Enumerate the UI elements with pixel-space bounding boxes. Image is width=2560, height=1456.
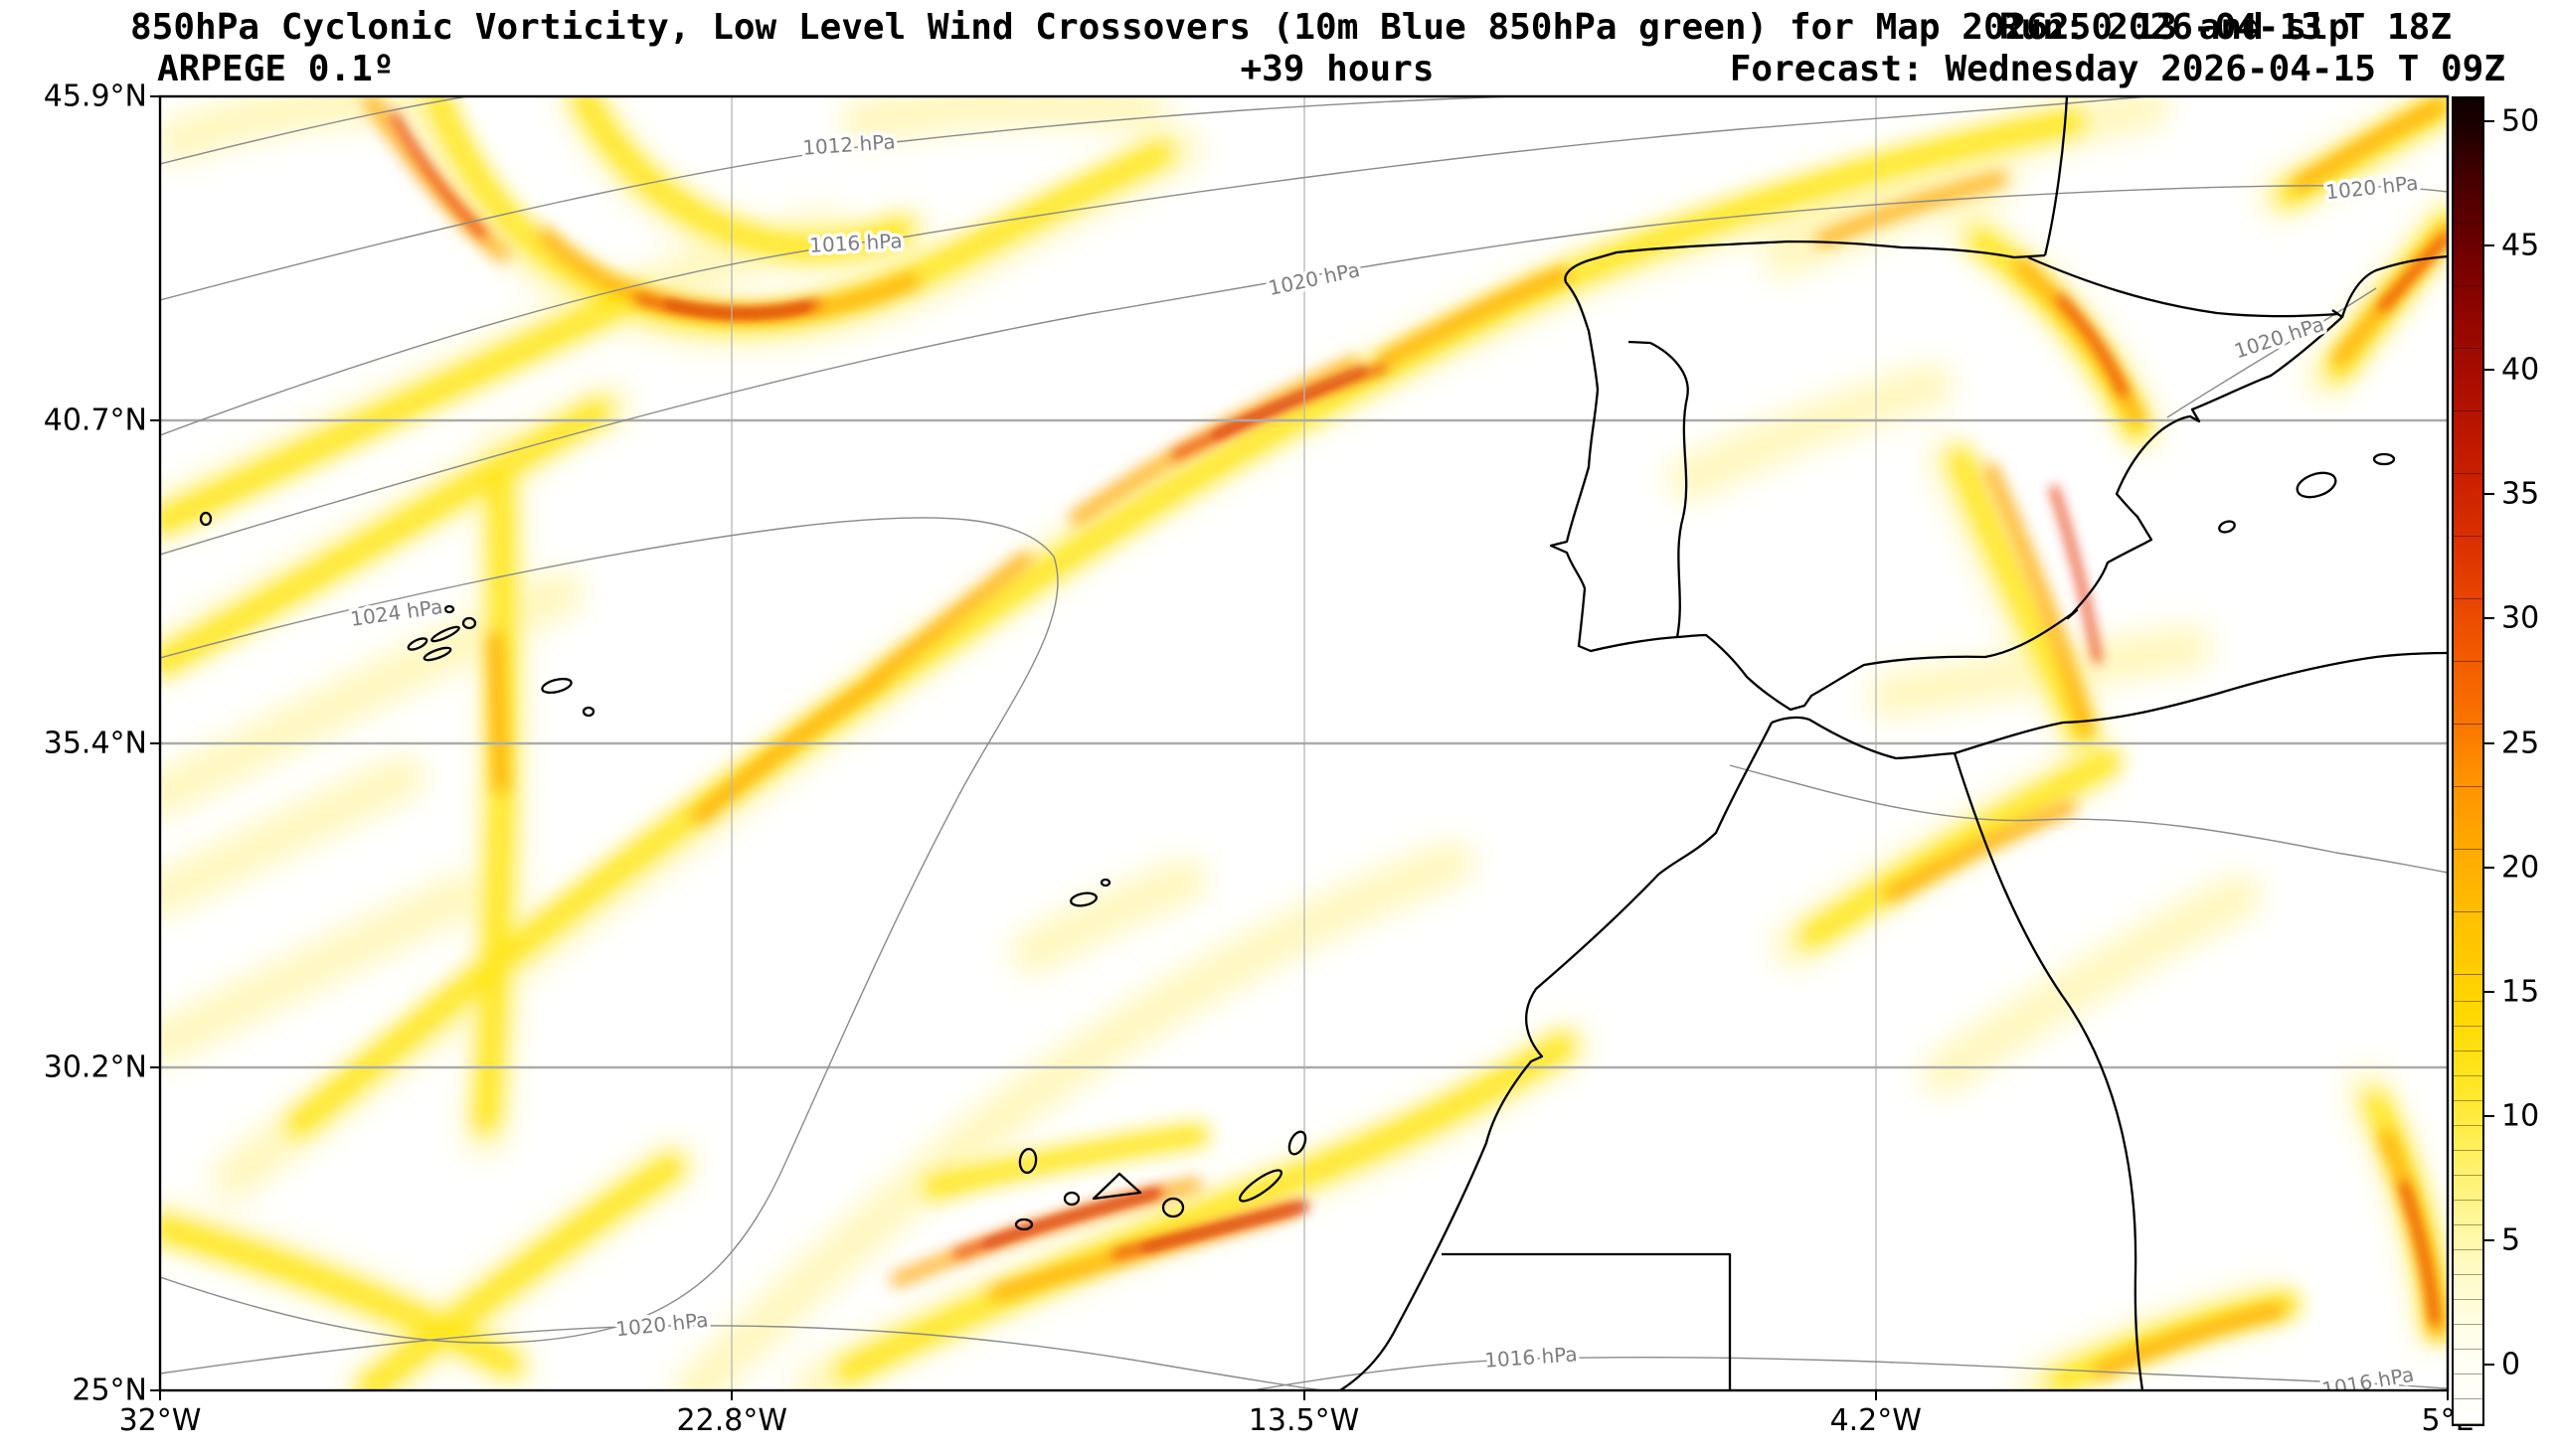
colorbar-tick-mark — [2484, 369, 2494, 372]
x-tick-label: 22.8°W — [676, 1403, 787, 1438]
colorbar-tick-label: 25 — [2501, 726, 2540, 760]
colorbar-tick-mark — [2484, 1238, 2494, 1241]
graticule — [160, 96, 2448, 1390]
colorbar-tick-mark — [2484, 1114, 2494, 1117]
isobars — [160, 96, 2448, 1390]
isobar-label: 1016 hPa — [809, 229, 903, 257]
y-tick-label: 40.7°N — [43, 403, 147, 437]
y-tick-label: 35.4°N — [43, 726, 147, 761]
colorbar-tick-mark — [2484, 990, 2494, 993]
colorbar-tick-mark — [2484, 120, 2494, 122]
y-tick-mark — [150, 95, 160, 97]
forecast-label: Forecast: Wednesday 2026-04-15 T 09Z — [1729, 49, 2505, 89]
colorbar-tick-label: 15 — [2501, 974, 2540, 1010]
colorbar-tick-label: 40 — [2501, 352, 2540, 388]
colorbar-tick-mark — [2484, 866, 2494, 869]
x-tick-mark — [159, 1390, 161, 1400]
x-tick-mark — [1302, 1390, 1305, 1400]
x-tick-mark — [2447, 1390, 2449, 1400]
colorbar-tick-label: 30 — [2501, 600, 2540, 636]
x-tick-label: 32°W — [118, 1403, 202, 1438]
y-tick-label: 25°N — [72, 1373, 147, 1408]
x-tick-mark — [731, 1390, 734, 1400]
y-tick-mark — [150, 1389, 160, 1391]
colorbar-segment-lines-low — [2454, 990, 2482, 1424]
y-tick-mark — [150, 418, 160, 421]
x-tick-label: 4.2°W — [1829, 1403, 1922, 1438]
colorbar-segment-lines-high — [2454, 98, 2482, 994]
lead-time-label: +39 hours — [1240, 49, 1435, 89]
model-label: ARPEGE 0.1º — [157, 49, 395, 89]
x-tick-label: 13.5°W — [1248, 1403, 1360, 1438]
x-tick-mark — [1874, 1390, 1877, 1400]
colorbar-tick-mark — [2484, 244, 2494, 247]
colorbar-tick-label: 0 — [2501, 1347, 2521, 1382]
colorbar-tick-label: 35 — [2501, 476, 2540, 512]
colorbar-tick-mark — [2484, 617, 2494, 620]
y-tick-label: 30.2°N — [43, 1050, 147, 1084]
colorbar-tick-label: 20 — [2501, 850, 2540, 886]
colorbar-tick-mark — [2484, 493, 2494, 496]
colorbar-tick-label: 50 — [2501, 103, 2540, 139]
colorbar-tick-label: 5 — [2501, 1222, 2521, 1258]
chart-title: 850hPa Cyclonic Vorticity, Low Level Win… — [130, 7, 2350, 48]
y-tick-label: 45.9°N — [43, 79, 147, 114]
y-tick-mark — [150, 742, 160, 744]
colorbar-tick-mark — [2484, 741, 2494, 744]
run-label: Run: 2026-04-13 T 18Z — [1998, 7, 2452, 48]
colorbar-tick-label: 45 — [2501, 228, 2540, 263]
vorticity-field — [160, 96, 2448, 1390]
coastlines — [199, 96, 2448, 1390]
colorbar-tick-label: 10 — [2501, 1098, 2540, 1134]
colorbar — [2452, 96, 2484, 1426]
colorbar-tick-mark — [2484, 1364, 2494, 1366]
y-tick-mark — [150, 1065, 160, 1068]
